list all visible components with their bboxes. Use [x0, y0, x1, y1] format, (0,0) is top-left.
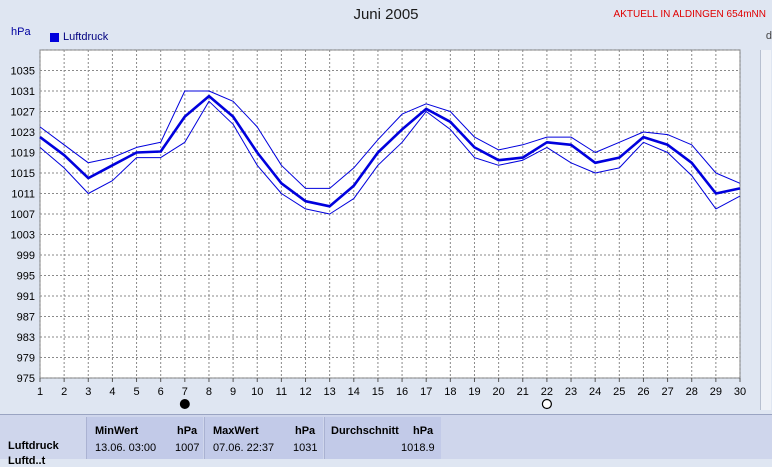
x-tick-label: 23: [565, 386, 577, 398]
x-tick-label: 5: [133, 386, 139, 398]
max-box: MaxWert hPa 07.06. 22:37 1031: [204, 417, 323, 459]
cutoff-char: d: [765, 30, 772, 42]
chart-title: Juni 2005: [353, 6, 419, 23]
y-axis-unit: hPa: [11, 26, 31, 38]
min-unit: hPa: [177, 425, 198, 437]
vertical-scrollbar[interactable]: [760, 50, 771, 410]
y-tick-label: 1031: [11, 86, 35, 98]
x-tick-label: 19: [468, 386, 480, 398]
y-tick-label: 999: [17, 250, 35, 262]
y-tick-label: 1023: [11, 127, 35, 139]
x-tick-label: 17: [420, 386, 432, 398]
max-unit: hPa: [295, 425, 316, 437]
legend-swatch: [50, 32, 59, 42]
x-tick-label: 7: [182, 386, 188, 398]
x-tick-label: 2: [61, 386, 67, 398]
x-tick-label: 14: [348, 386, 360, 398]
x-tick-label: 30: [734, 386, 746, 398]
x-tick-label: 11: [276, 386, 287, 398]
y-tick-label: 1015: [11, 168, 35, 180]
max-value: 1031: [293, 442, 318, 454]
stats-row-label: Luftdruck: [8, 440, 59, 452]
x-tick-label: 18: [444, 386, 456, 398]
legend-label: Luftdruck: [63, 31, 109, 43]
y-tick-label: 1019: [11, 148, 35, 160]
x-tick-label: 29: [710, 386, 722, 398]
y-tick-label: 991: [17, 291, 35, 303]
y-tick-label: 1011: [11, 189, 35, 201]
x-tick-label: 25: [613, 386, 625, 398]
y-tick-label: 1035: [11, 66, 35, 78]
min-box: MinWert hPa 13.06. 03:00 1007: [86, 417, 203, 459]
grid: [39, 49, 741, 379]
x-axis-ticks: 1 2 3 4 5 6 7 8 9 10 11 12 13 14 15 16 17 18 19 20 21 22 23 24 2…: [37, 378, 746, 398]
x-tick-label: 12: [299, 386, 311, 398]
avg-value: 1018.9: [401, 442, 435, 454]
y-tick-label: 983: [17, 332, 35, 344]
x-tick-label: 6: [158, 386, 164, 398]
x-tick-label: 13: [324, 386, 336, 398]
avg-header: Durchschnitt: [331, 425, 399, 437]
x-tick-label: 1: [37, 386, 43, 398]
avg-box: Durchschnitt hPa 1018.9: [324, 417, 441, 459]
x-tick-label: 22: [541, 386, 553, 398]
series-layer: [39, 90, 741, 215]
stats-row-label-2: Luftd..t: [8, 455, 46, 467]
new-moon-icon: [179, 399, 190, 409]
legend: Luftdruck: [50, 31, 108, 43]
y-tick-label: 995: [17, 271, 35, 283]
y-tick-label: 1027: [11, 107, 35, 119]
max-datetime: 07.06. 22:37: [213, 442, 275, 454]
min-header: MinWert: [95, 425, 139, 437]
x-tick-label: 20: [492, 386, 504, 398]
max-header: MaxWert: [213, 425, 259, 437]
x-tick-label: 28: [686, 386, 698, 398]
series-line-mean: [39, 94, 741, 208]
y-tick-label: 979: [17, 353, 35, 365]
min-datetime: 13.06. 03:00: [95, 442, 157, 454]
avg-unit: hPa: [413, 425, 434, 437]
x-tick-label: 16: [396, 386, 408, 398]
x-tick-label: 3: [85, 386, 91, 398]
pressure-chart: 9759799839879919959991003100710111015101…: [11, 49, 746, 410]
x-tick-label: 24: [589, 386, 601, 398]
x-tick-label: 21: [517, 386, 529, 398]
y-tick-label: 1003: [11, 230, 35, 242]
moon-markers: [179, 398, 552, 410]
min-value: 1007: [175, 442, 200, 454]
y-tick-label: 987: [17, 312, 35, 324]
x-tick-label: 8: [206, 386, 212, 398]
y-tick-label: 975: [17, 373, 35, 385]
series-line-max: [39, 90, 741, 189]
x-tick-label: 4: [109, 386, 115, 398]
full-moon-icon: [541, 398, 552, 410]
x-tick-label: 15: [372, 386, 384, 398]
x-tick-label: 26: [637, 386, 649, 398]
x-tick-label: 27: [661, 386, 673, 398]
stats-panel: Luftdruck Luftd..t MinWert hPa 13.06. 03…: [0, 414, 772, 467]
x-tick-label: 9: [230, 386, 236, 398]
y-tick-label: 1007: [11, 209, 35, 221]
series-line-min: [39, 100, 741, 215]
x-tick-label: 10: [251, 386, 263, 398]
station-label: AKTUELL IN ALDINGEN 654mNN: [613, 9, 766, 20]
y-axis-ticks: 975 979 983 987 991 995 999 1003 1007 1011 1015 101…: [11, 66, 35, 386]
